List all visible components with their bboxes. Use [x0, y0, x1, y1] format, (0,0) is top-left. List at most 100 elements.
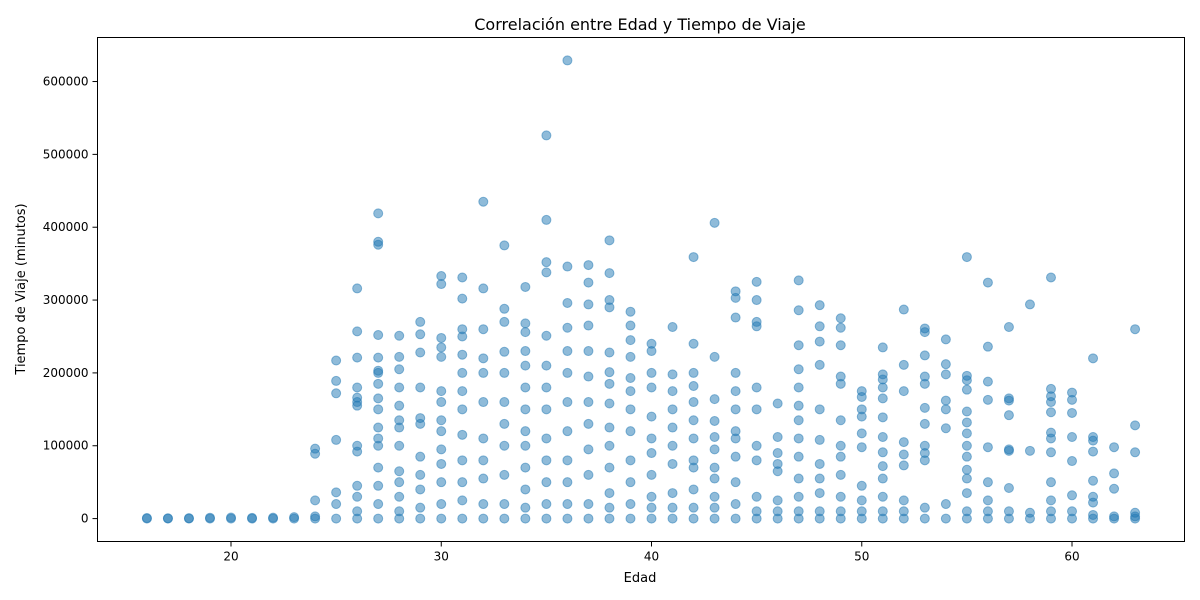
data-point — [919, 371, 930, 382]
data-point — [898, 460, 909, 471]
data-point — [394, 382, 405, 393]
data-point — [709, 217, 720, 228]
data-point — [331, 487, 342, 498]
data-point — [877, 393, 888, 404]
data-point — [1045, 427, 1056, 438]
data-point — [961, 464, 972, 475]
data-point — [457, 477, 468, 488]
data-point — [709, 394, 720, 405]
data-point — [394, 440, 405, 451]
data-point — [772, 458, 783, 469]
data-point — [1003, 410, 1014, 421]
data-point — [625, 306, 636, 317]
data-point — [583, 418, 594, 429]
data-point — [814, 359, 825, 370]
data-point — [352, 491, 363, 502]
data-point — [478, 283, 489, 294]
data-point — [793, 340, 804, 351]
data-point — [394, 506, 405, 517]
data-point — [499, 316, 510, 327]
data-point — [457, 349, 468, 360]
data-point — [625, 351, 636, 362]
data-point — [436, 513, 447, 524]
data-point — [457, 404, 468, 415]
y-axis-label: Tiempo de Viaje (minutos) — [14, 203, 29, 375]
data-point — [793, 491, 804, 502]
data-point — [394, 477, 405, 488]
data-point — [499, 303, 510, 314]
data-point — [604, 235, 615, 246]
x-tick-label: 30 — [434, 550, 449, 564]
data-point — [982, 477, 993, 488]
data-point — [835, 322, 846, 333]
data-point — [520, 440, 531, 451]
data-point — [688, 381, 699, 392]
x-tick-label: 60 — [1064, 550, 1079, 564]
data-point — [457, 293, 468, 304]
data-point — [415, 469, 426, 480]
data-point — [1109, 468, 1120, 479]
data-point — [709, 491, 720, 502]
data-point — [667, 404, 678, 415]
data-point — [961, 417, 972, 428]
data-point — [162, 513, 173, 524]
data-point — [478, 324, 489, 335]
data-point — [814, 300, 825, 311]
data-point — [898, 359, 909, 370]
data-point — [625, 404, 636, 415]
data-point — [625, 335, 636, 346]
data-point — [751, 382, 762, 393]
data-point — [1130, 324, 1141, 335]
data-point — [352, 326, 363, 337]
data-point — [898, 386, 909, 397]
data-point — [331, 499, 342, 510]
data-point — [793, 275, 804, 286]
data-point — [751, 295, 762, 306]
data-point — [625, 477, 636, 488]
data-point — [667, 322, 678, 333]
data-point — [730, 513, 741, 524]
data-point — [940, 499, 951, 510]
data-point — [478, 196, 489, 207]
data-point — [478, 367, 489, 378]
data-point — [394, 491, 405, 502]
data-point — [814, 473, 825, 484]
data-point — [898, 495, 909, 506]
data-point — [835, 440, 846, 451]
data-point — [646, 502, 657, 513]
data-point — [394, 400, 405, 411]
data-point — [688, 338, 699, 349]
data-point — [646, 513, 657, 524]
data-point — [1067, 490, 1078, 501]
data-point — [919, 418, 930, 429]
data-point — [688, 513, 699, 524]
y-tick-label: 600000 — [43, 75, 89, 89]
data-point — [856, 386, 867, 397]
data-point — [415, 451, 426, 462]
data-point — [562, 346, 573, 357]
data-point — [1067, 432, 1078, 443]
data-point — [373, 513, 384, 524]
data-point — [541, 499, 552, 510]
data-point — [667, 422, 678, 433]
data-point — [940, 423, 951, 434]
data-point — [141, 513, 152, 524]
data-point — [478, 499, 489, 510]
data-point — [1130, 447, 1141, 458]
data-point — [688, 397, 699, 408]
data-point — [898, 437, 909, 448]
data-point — [667, 440, 678, 451]
data-point — [667, 488, 678, 499]
data-point — [331, 375, 342, 386]
data-point — [625, 320, 636, 331]
data-point — [646, 411, 657, 422]
data-point — [982, 442, 993, 453]
data-point — [1088, 491, 1099, 502]
data-point — [541, 433, 552, 444]
data-point — [499, 367, 510, 378]
data-point — [520, 462, 531, 473]
data-point — [562, 297, 573, 308]
data-point — [793, 433, 804, 444]
data-point — [604, 398, 615, 409]
data-point — [436, 458, 447, 469]
